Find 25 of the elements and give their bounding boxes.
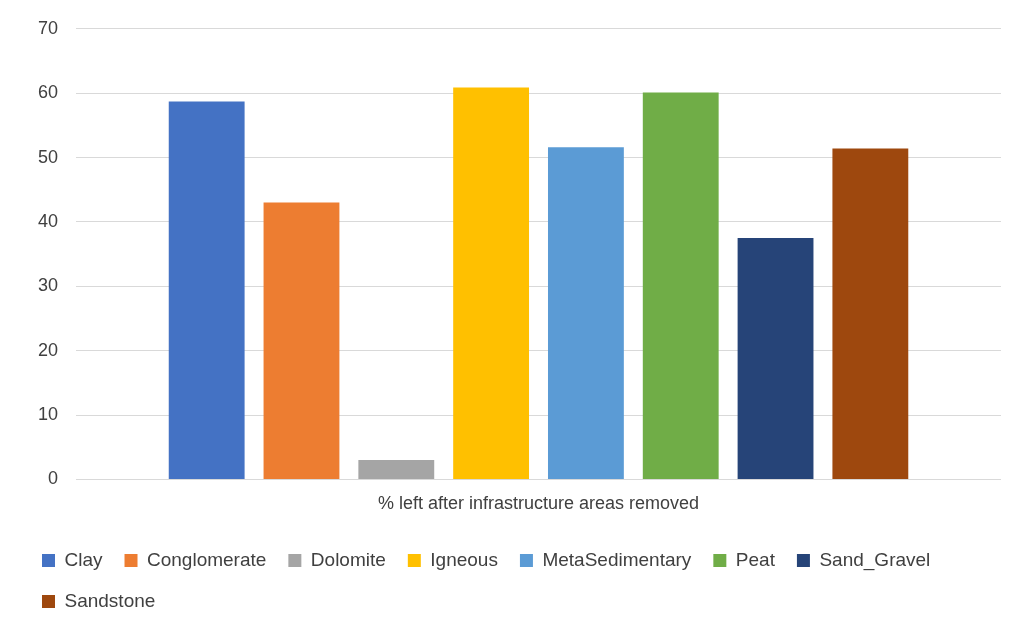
bar <box>832 148 909 479</box>
x-tick-label: % left after infrastructure areas removed <box>377 493 700 514</box>
y-tick-label: 0 <box>48 468 59 489</box>
legend-label: Clay <box>64 548 104 570</box>
y-tick-label: 40 <box>37 210 59 231</box>
legend-label: Dolomite <box>310 548 386 570</box>
bar <box>642 92 719 479</box>
y-tick-label: 60 <box>37 82 59 103</box>
y-tick-label: 70 <box>37 17 59 38</box>
bar <box>547 147 624 479</box>
bar <box>263 202 340 479</box>
legend-label: Peat <box>735 548 776 570</box>
bar <box>737 238 814 479</box>
legend-label: MetaSedimentary <box>542 548 692 570</box>
y-tick-label: 30 <box>37 275 59 296</box>
legend-label: Conglomerate <box>147 548 267 570</box>
y-tick-label: 20 <box>37 339 59 360</box>
bar <box>168 101 245 479</box>
legend-label: Igneous <box>430 548 498 570</box>
legend-label: Sandstone <box>64 589 156 611</box>
bar <box>358 460 435 479</box>
y-tick-label: 10 <box>37 404 59 424</box>
legend-label: Sand_Gravel <box>819 548 931 571</box>
bar <box>453 87 530 479</box>
y-tick-label: 50 <box>37 146 59 167</box>
